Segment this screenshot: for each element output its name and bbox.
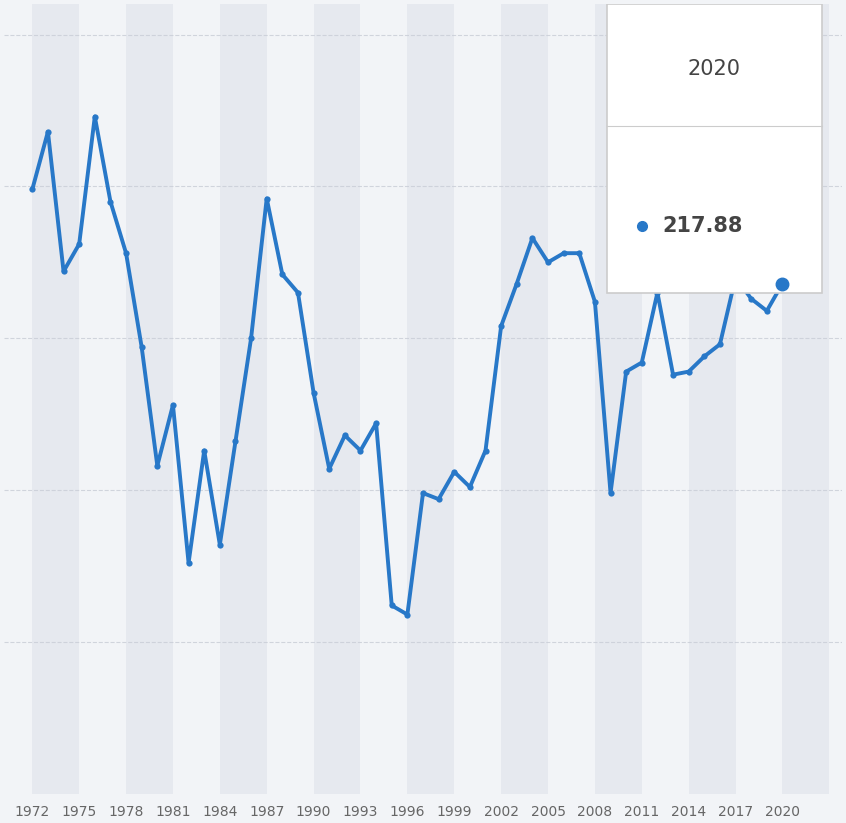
Bar [735,4,783,793]
Bar [501,4,548,793]
Bar [173,4,220,793]
Bar [408,4,454,793]
Bar [689,4,735,793]
Bar [80,4,126,793]
Bar [314,4,360,793]
Bar [642,4,689,793]
Text: 217.88: 217.88 [662,216,743,236]
Text: 2020: 2020 [688,58,741,79]
Bar [360,4,408,793]
Bar [454,4,501,793]
Bar [126,4,173,793]
FancyBboxPatch shape [607,4,821,293]
Bar [266,4,314,793]
Bar [32,4,80,793]
Bar [0,4,32,793]
Bar [783,4,829,793]
Bar [829,4,846,793]
Bar [595,4,642,793]
Bar [220,4,266,793]
Bar [548,4,595,793]
